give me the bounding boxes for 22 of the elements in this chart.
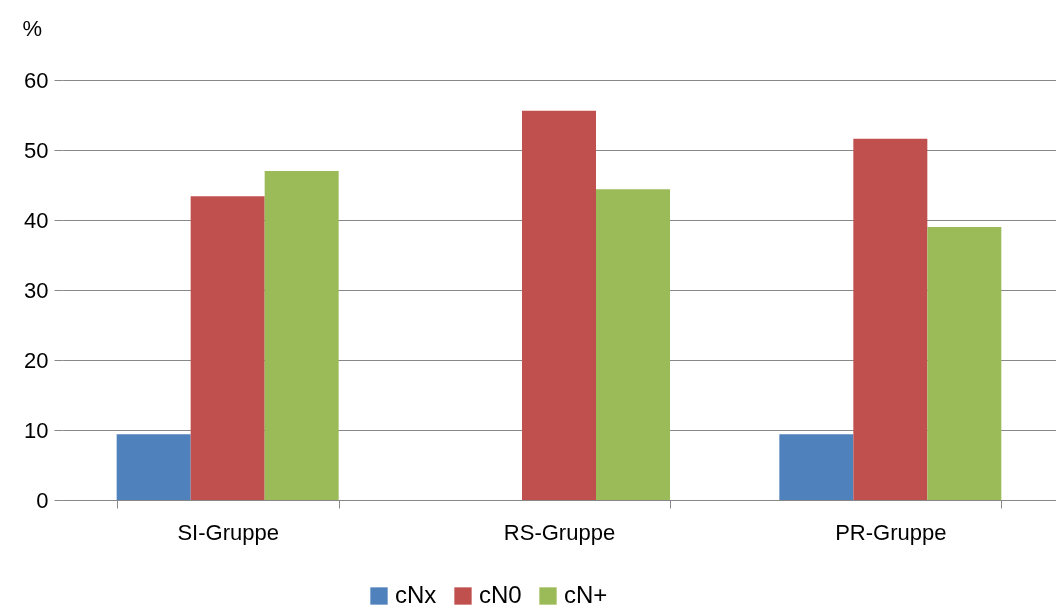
- y-tick-label: 30: [24, 277, 49, 303]
- bar: [779, 434, 854, 500]
- x-tick-label: RS-Gruppe: [503, 519, 616, 545]
- y-tick-label: 50: [24, 137, 49, 163]
- x-tick-label: SI-Gruppe: [177, 519, 279, 545]
- bar: [927, 227, 1002, 500]
- legend-label: cNx: [395, 581, 437, 608]
- bar: [264, 171, 339, 500]
- y-tick-label: 40: [24, 207, 49, 233]
- bar: [596, 189, 670, 500]
- y-axis-title: %: [22, 15, 43, 41]
- bar: [853, 138, 928, 500]
- x-tick-label: PR-Gruppe: [835, 519, 947, 545]
- y-tick-label: 0: [36, 487, 49, 513]
- y-tick-label: 10: [24, 417, 49, 443]
- bar: [190, 196, 265, 500]
- y-tick-label: 20: [24, 347, 49, 373]
- legend-label: cN+: [564, 581, 608, 608]
- y-tick-label: 60: [24, 67, 49, 93]
- legend-label: cN0: [479, 581, 522, 608]
- bar: [522, 110, 596, 500]
- bar: [116, 434, 191, 500]
